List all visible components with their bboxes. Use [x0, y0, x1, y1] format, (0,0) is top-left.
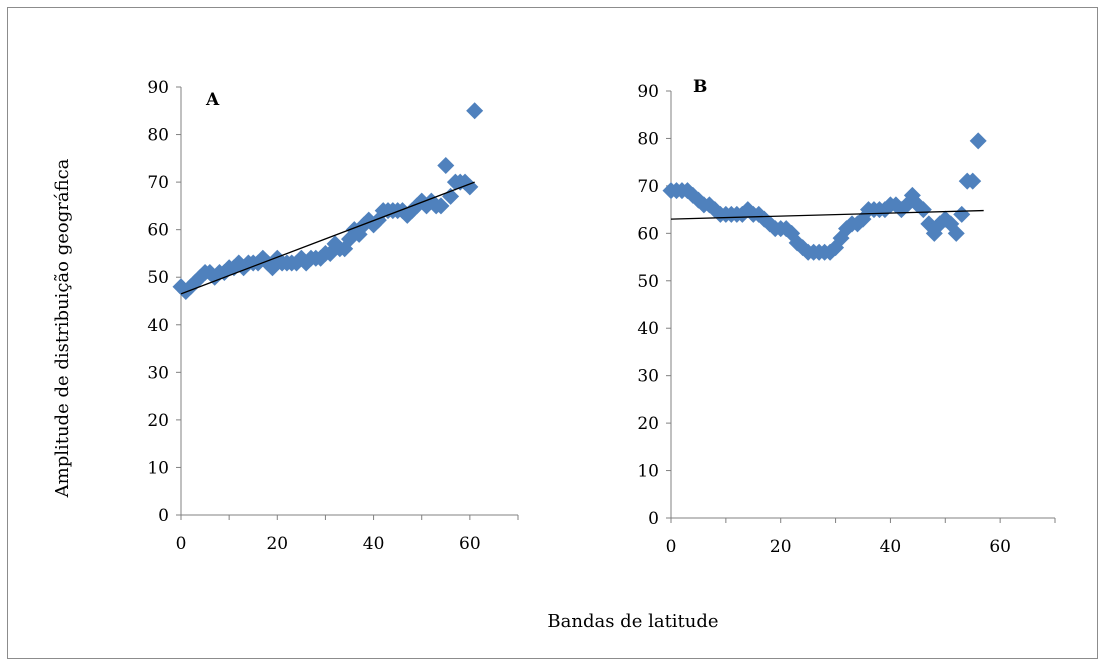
x-tick-label: 40	[880, 537, 902, 557]
y-tick-label: 30	[147, 363, 169, 383]
x-tick-label: 0	[176, 534, 187, 554]
trendline	[180, 181, 475, 295]
data-point	[947, 224, 965, 242]
panel-label: B	[693, 77, 707, 97]
data-point	[969, 132, 987, 150]
y-tick-label: 20	[147, 411, 169, 431]
y-tick-label: 10	[147, 458, 169, 478]
y-tick-label: 50	[147, 268, 169, 288]
y-tick-label: 90	[147, 78, 169, 98]
x-tick-label: 60	[459, 534, 481, 554]
y-tick-label: 60	[637, 224, 659, 244]
figure-frame	[7, 7, 1098, 659]
y-tick-label: 70	[147, 173, 169, 193]
x-axis-title: Bandas de latitude	[547, 611, 718, 632]
y-tick-label: 0	[158, 506, 169, 526]
y-tick-label: 0	[648, 509, 659, 529]
x-tick-label: 20	[266, 534, 288, 554]
panel-b: 0 10 20 30 40 50 60 70 80 90 0 20 40 60 B	[637, 77, 1056, 557]
y-tick-label: 90	[637, 82, 659, 102]
panel-label: A	[205, 90, 220, 110]
y-tick-label: 50	[637, 272, 659, 292]
y-tick-label: 60	[147, 221, 169, 241]
data-point	[466, 102, 484, 120]
data-point	[312, 249, 330, 267]
y-tick-label: 40	[637, 319, 659, 339]
trendline	[670, 209, 984, 220]
y-tick-label: 20	[637, 414, 659, 434]
data-point	[432, 197, 450, 215]
data-point	[914, 201, 932, 219]
y-tick-label: 30	[637, 367, 659, 387]
x-tick-label: 40	[363, 534, 385, 554]
x-tick-label: 20	[770, 537, 792, 557]
data-point	[964, 172, 982, 190]
x-tick-label: 60	[989, 537, 1011, 557]
y-tick-label: 10	[637, 462, 659, 482]
y-tick-label: 70	[637, 177, 659, 197]
y-tick-label: 80	[637, 129, 659, 149]
y-tick-label: 40	[147, 316, 169, 336]
y-tick-label: 80	[147, 126, 169, 146]
y-axis-title: Amplitude de distribuição geográfica	[52, 158, 73, 498]
data-point	[794, 239, 812, 257]
data-point	[437, 156, 455, 174]
panel-a: 0 10 20 30 40 50 60 70 80 90 0 20 40 60 A	[147, 78, 519, 554]
data-point	[953, 205, 971, 223]
x-tick-label: 0	[666, 537, 677, 557]
data-point	[442, 187, 460, 205]
